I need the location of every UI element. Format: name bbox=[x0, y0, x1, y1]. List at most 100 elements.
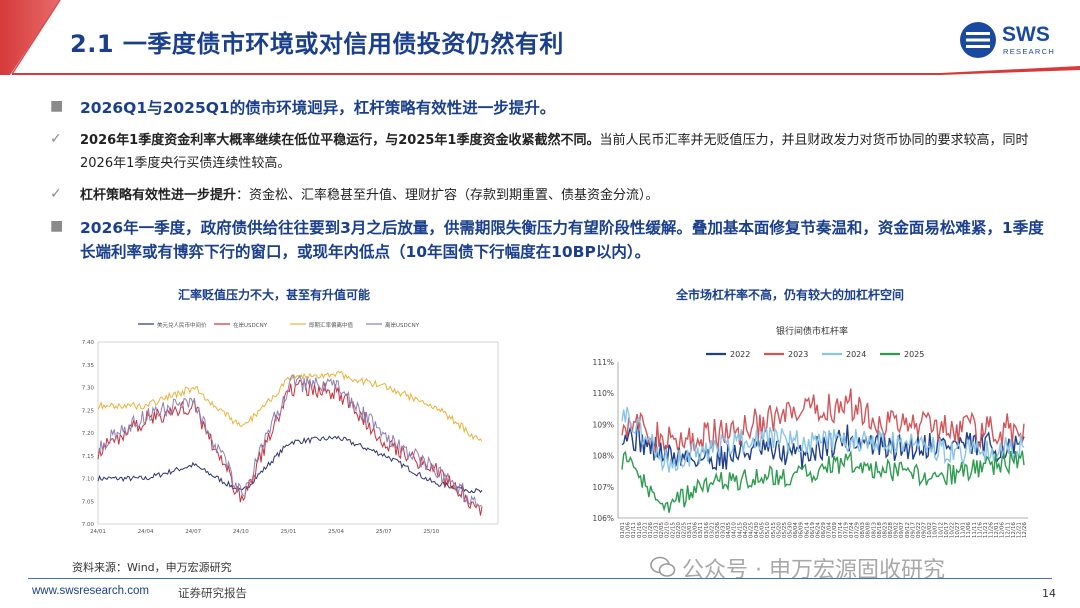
x-tick-label: 10/17 bbox=[944, 522, 950, 539]
x-tick-label: 05/05 bbox=[760, 522, 766, 539]
chart-subtitle: 银行间债市杠杆率 bbox=[776, 325, 848, 337]
x-tick-label: 25/04 bbox=[328, 529, 344, 535]
y-tick-label: 7.30 bbox=[82, 386, 95, 392]
x-tick-label: 05/30 bbox=[788, 522, 794, 539]
x-tick-label: 02/25 bbox=[681, 522, 687, 539]
x-tick-label: 05/15 bbox=[771, 522, 777, 539]
x-tick-label: 12/11 bbox=[1005, 522, 1011, 539]
x-tick-label: 11/01 bbox=[961, 522, 967, 539]
page-title: 2.1 一季度债市环境或对信用债投资仍然有利 bbox=[70, 30, 564, 58]
y-tick-label: 108% bbox=[593, 452, 614, 461]
x-tick-label: 03/26 bbox=[715, 522, 721, 539]
footer-divider bbox=[28, 578, 1052, 579]
bullet-rest: 当前人民币汇率并无贬值压力，并且财政发力对货币协同的要求较高，同时2026年1季… bbox=[80, 133, 1029, 171]
x-tick-label: 12/16 bbox=[1011, 522, 1017, 539]
check-icon: ✓ bbox=[50, 131, 62, 147]
legend-label: 在岸USDCNY bbox=[233, 321, 268, 329]
square-bullet-icon: ■ bbox=[50, 218, 64, 234]
x-tick-label: 01/26 bbox=[648, 522, 654, 539]
footer-report-label: 证券研究报告 bbox=[178, 586, 247, 600]
fx-chart: 美元兑人民币中间价 在岸USDCNY 即期汇率偏离中值 离岸USDCNY 7.40 7.3… bbox=[82, 321, 499, 535]
y-tick-label: 107% bbox=[593, 483, 614, 492]
x-tick-label: 07/24 bbox=[849, 522, 855, 539]
x-tick-label: 25/07 bbox=[376, 529, 392, 535]
x-tick-label: 12/26 bbox=[1022, 522, 1028, 539]
x-tick-label: 04/15 bbox=[737, 522, 743, 539]
legend-label: 2024 bbox=[846, 350, 866, 359]
y-tick-label: 106% bbox=[593, 514, 614, 523]
x-tick-label: 04/10 bbox=[732, 522, 738, 539]
x-tick-label: 08/03 bbox=[860, 522, 866, 539]
x-tick-label: 07/19 bbox=[843, 522, 849, 539]
x-tick-label: 06/04 bbox=[793, 522, 799, 539]
x-tick-label: 10/22 bbox=[949, 522, 955, 538]
x-tick-label: 11/06 bbox=[966, 522, 972, 539]
y-tick-label: 7.25 bbox=[82, 408, 95, 414]
x-tick-label: 04/20 bbox=[743, 522, 749, 539]
x-tick-label: 04/25 bbox=[748, 522, 754, 539]
x-tick-label: 10/27 bbox=[955, 522, 961, 539]
x-tick-label: 12/01 bbox=[994, 522, 1000, 539]
x-tick-label: 04/30 bbox=[754, 522, 760, 539]
plot-frame bbox=[97, 341, 499, 525]
x-tick-label: 08/18 bbox=[877, 522, 883, 539]
watermark: 公众号 · 申万宏源固收研究 bbox=[682, 558, 945, 583]
legend-label: 即期汇率偏离中值 bbox=[309, 321, 354, 329]
x-tick-label: 25/01 bbox=[281, 529, 297, 535]
x-tick-label: 07/04 bbox=[827, 522, 833, 539]
x-tick-label: 24/04 bbox=[138, 529, 154, 535]
x-tick-label: 08/13 bbox=[871, 522, 877, 539]
x-tick-label: 01/31 bbox=[654, 522, 660, 539]
x-tick-label: 11/16 bbox=[977, 522, 983, 539]
leverage-chart: 银行间债市杠杆率 2022 2023 2024 2025 111% 110% 109% 108%… bbox=[593, 325, 1028, 539]
bullet-3: ✓ 杠杆策略有效性进一步提升：资金松、汇率稳甚至升值、理财扩容（存款到期重置、债… bbox=[50, 184, 1050, 207]
x-tick-label: 03/01 bbox=[687, 522, 693, 539]
bullet-list: ■ 2026Q1与2025Q1的债市环境迥异，杠杆策略有效性进一步提升。 ✓ 2… bbox=[50, 96, 1050, 273]
x-tick-label: 09/07 bbox=[899, 522, 905, 539]
legend-label: 2022 bbox=[730, 350, 750, 359]
x-tick-label: 24/07 bbox=[185, 529, 201, 535]
series-line-1 bbox=[97, 379, 483, 516]
x-tick-label: 01/21 bbox=[642, 522, 648, 539]
x-tick-label: 09/12 bbox=[905, 522, 911, 538]
y-tick-label: 7.05 bbox=[82, 499, 95, 505]
x-tick-label: 10/02 bbox=[927, 522, 933, 538]
y-tick-label: 7.15 bbox=[82, 454, 95, 460]
x-tick-label: 01/11 bbox=[631, 522, 637, 539]
x-tick-label: 08/23 bbox=[882, 522, 888, 539]
x-tick-label: 09/22 bbox=[916, 522, 922, 538]
x-tick-label: 12/21 bbox=[1016, 522, 1022, 539]
y-tick-label: 7.00 bbox=[82, 522, 95, 528]
x-tick-label: 01/06 bbox=[626, 522, 632, 539]
x-tick-label: 05/20 bbox=[776, 522, 782, 539]
x-tick-label: 02/05 bbox=[659, 522, 665, 539]
footer-url[interactable]: www.swsresearch.com bbox=[32, 585, 149, 597]
series-line-0 bbox=[97, 435, 483, 494]
x-tick-label: 01/16 bbox=[637, 522, 643, 539]
sws-logo: SWS RESEARCH bbox=[958, 20, 1062, 64]
series-line-2025 bbox=[621, 449, 1025, 513]
x-tick-label: 02/20 bbox=[676, 522, 682, 539]
x-tick-label: 07/14 bbox=[838, 522, 844, 539]
legend-label: 美元兑人民币中间价 bbox=[157, 321, 207, 329]
x-tick-label: 06/24 bbox=[815, 522, 821, 539]
sws-logo-icon bbox=[960, 22, 996, 58]
series-line-2023 bbox=[621, 388, 1025, 453]
x-tick-label: 03/11 bbox=[698, 522, 704, 539]
header-decoration bbox=[0, 0, 1080, 75]
series-line-2022 bbox=[621, 423, 1025, 472]
x-tick-label: 05/10 bbox=[765, 522, 771, 539]
y-tick-label: 7.10 bbox=[82, 477, 95, 483]
right-chart-title: 全市场杠杆率不高，仍有较大的加杠杆空间 bbox=[676, 288, 905, 302]
y-tick-label: 111% bbox=[593, 358, 614, 367]
x-tick-label: 01/01 bbox=[620, 522, 626, 539]
page-number: 14 bbox=[1042, 587, 1056, 600]
x-tick-label: 11/11 bbox=[972, 522, 978, 539]
left-chart-title: 汇率贬值压力不大，甚至有升值可能 bbox=[178, 288, 371, 302]
x-tick-label: 03/31 bbox=[721, 522, 727, 539]
x-tick-label: 08/08 bbox=[866, 522, 872, 539]
x-tick-label: 03/21 bbox=[709, 522, 715, 539]
x-tick-label: 09/02 bbox=[894, 522, 900, 538]
y-tick-label: 7.40 bbox=[82, 340, 95, 346]
x-tick-label: 04/05 bbox=[726, 522, 732, 539]
